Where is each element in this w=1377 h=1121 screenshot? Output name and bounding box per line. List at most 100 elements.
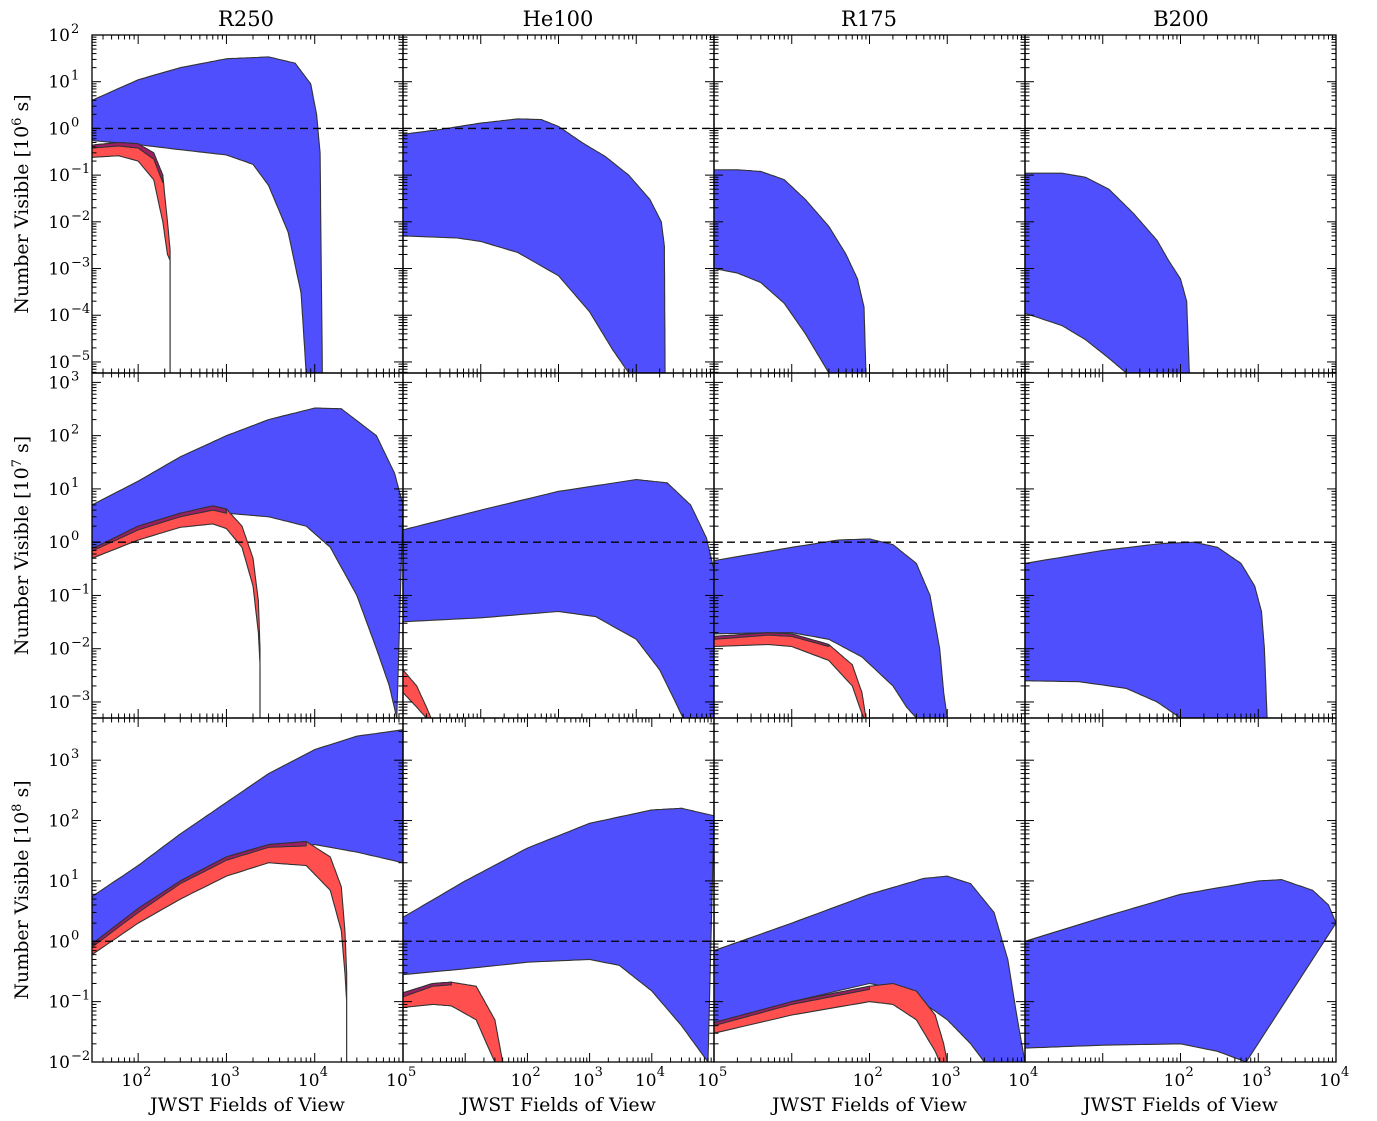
panel-r1-b200	[1024, 34, 1337, 374]
column-title-he100: He100	[523, 7, 594, 31]
red-band-he100	[403, 669, 432, 718]
y-tick-label: 10	[48, 213, 70, 233]
plot-area	[403, 478, 714, 718]
x-tick-label: 10	[1164, 1071, 1186, 1091]
y-tick-exponent: 3	[71, 369, 79, 384]
y-tick-label: 10	[48, 1053, 70, 1073]
x-axis-label: JWST Fields of View	[770, 1094, 968, 1116]
panel-frame	[1024, 717, 1337, 1063]
plot-area	[714, 127, 1025, 373]
y-tick-label: 10	[48, 73, 70, 93]
plot-area	[403, 807, 714, 1062]
x-tick-exponent: 3	[1263, 1065, 1271, 1080]
y-tick-label: 10	[48, 373, 70, 393]
y-tick-exponent: −1	[71, 989, 90, 1004]
y-tick-label: 10	[48, 480, 70, 500]
x-tick-label: 10	[511, 1071, 533, 1091]
blue-band-b200	[1025, 879, 1336, 1062]
plot-area	[714, 538, 1025, 718]
y-tick-exponent: −4	[71, 302, 90, 317]
overlap-band-r175	[714, 632, 830, 648]
blue-band-he100	[403, 807, 714, 1062]
x-tick-exponent: 5	[719, 1065, 727, 1080]
overlap-band-r250	[92, 840, 307, 948]
blue-band-he100	[403, 118, 666, 373]
panel-r2-r175	[713, 372, 1026, 719]
overlap-band-r175	[714, 985, 871, 1027]
plot-area	[92, 407, 403, 718]
blue-band-r175	[714, 538, 948, 718]
x-tick-exponent: 3	[595, 1065, 603, 1080]
y-tick-label: 10	[48, 751, 70, 771]
x-tick-label: 10	[121, 1071, 143, 1091]
x-axis-label: JWST Fields of View	[148, 1094, 346, 1116]
blue-band-r175	[714, 169, 867, 373]
column-title-b200: B200	[1153, 7, 1209, 31]
overlap-band-he100	[403, 981, 452, 998]
ticks	[402, 34, 715, 373]
plot-area	[92, 56, 403, 373]
x-tick-exponent: 4	[320, 1065, 328, 1080]
panel-r1-r250	[91, 34, 404, 374]
plot-area	[714, 875, 1025, 1062]
y-tick-exponent: 1	[71, 476, 79, 491]
plot-area	[1025, 541, 1336, 718]
x-tick-exponent: 3	[231, 1065, 239, 1080]
panel-r1-he100	[402, 34, 715, 374]
panel-r3-r250	[91, 717, 404, 1063]
y-tick-label: 10	[48, 306, 70, 326]
y-tick-exponent: 2	[71, 423, 79, 438]
red-band-r250	[92, 840, 348, 1003]
y-tick-exponent: −1	[71, 162, 90, 177]
x-tick-label: 10	[1008, 1071, 1030, 1091]
x-tick-label: 10	[930, 1071, 952, 1091]
x-tick-label: 10	[573, 1071, 595, 1091]
y-tick-label: 10	[48, 260, 70, 280]
plot-area	[403, 118, 714, 373]
plot-area	[92, 729, 403, 1062]
y-tick-exponent: 1	[71, 868, 79, 883]
x-tick-exponent: 3	[952, 1065, 960, 1080]
ticks	[713, 373, 1026, 719]
panel-r2-r250	[91, 372, 404, 719]
y-tick-exponent: 0	[71, 928, 79, 943]
panel-r2-he100	[402, 372, 715, 719]
x-tick-label: 10	[210, 1071, 232, 1091]
y-tick-exponent: −5	[71, 349, 90, 364]
y-axis-label: Number Visible [108 s]	[10, 780, 33, 999]
ticks	[1024, 717, 1337, 1063]
blue-band-he100	[403, 478, 714, 718]
y-tick-exponent: 0	[71, 529, 79, 544]
y-axis-label: Number Visible [106 s]	[10, 94, 33, 313]
x-tick-exponent: 4	[1030, 1065, 1038, 1080]
blue-band-b200	[1025, 172, 1190, 373]
x-tick-exponent: 2	[143, 1065, 151, 1080]
y-tick-exponent: −2	[71, 209, 90, 224]
x-tick-label: 10	[386, 1071, 408, 1091]
x-axis-label: JWST Fields of View	[1081, 1094, 1279, 1116]
y-tick-exponent: 1	[71, 69, 79, 84]
y-tick-label: 10	[48, 586, 70, 606]
panel-r3-r175	[713, 717, 1026, 1063]
column-titles: R250 He100 R175 B200	[218, 7, 1209, 31]
ticks	[1024, 373, 1337, 719]
y-tick-exponent: 2	[71, 808, 79, 823]
y-tick-exponent: 3	[71, 747, 79, 762]
x-tick-exponent: 2	[532, 1065, 540, 1080]
x-tick-label: 10	[1241, 1071, 1263, 1091]
overlap-band-r250	[92, 505, 227, 552]
y-tick-label: 10	[48, 640, 70, 660]
x-tick-exponent: 4	[657, 1065, 665, 1080]
red-band-r250	[92, 141, 171, 261]
x-tick-label: 10	[635, 1071, 657, 1091]
y-tick-exponent: 0	[71, 115, 79, 130]
y-tick-label: 10	[48, 166, 70, 186]
column-title-r250: R250	[218, 7, 274, 31]
x-tick-exponent: 2	[1186, 1065, 1194, 1080]
panel-grid	[91, 34, 1337, 1063]
y-tick-label: 10	[48, 812, 70, 832]
y-tick-label: 10	[48, 119, 70, 139]
x-tick-label: 10	[853, 1071, 875, 1091]
x-tick-label: 10	[298, 1071, 320, 1091]
